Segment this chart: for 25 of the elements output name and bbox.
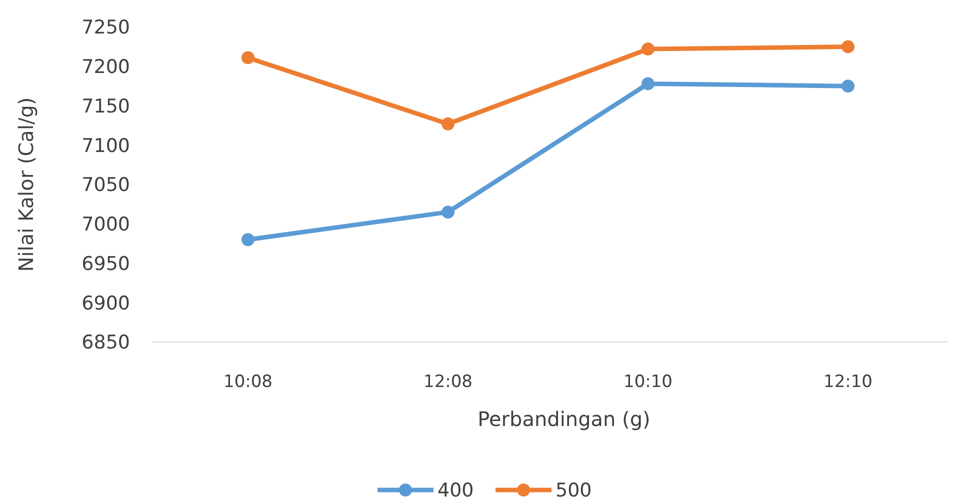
point xyxy=(442,117,454,130)
x-axis-title: Perbandingan (g) xyxy=(478,407,650,431)
x-tick-label: 12:08 xyxy=(424,372,472,392)
y-tick-label: 7050 xyxy=(82,174,130,196)
point xyxy=(842,80,854,93)
x-tick-label: 10:08 xyxy=(224,372,272,392)
y-tick-label: 7250 xyxy=(82,16,130,39)
y-axis-title: Nilai Kalor (Cal/g) xyxy=(14,97,38,272)
point xyxy=(242,51,254,64)
y-tick-label: 7100 xyxy=(82,134,130,157)
y-tick-label: 6850 xyxy=(82,332,130,354)
legend-label: 500 xyxy=(556,480,592,500)
x-tick-label: 10:10 xyxy=(624,372,672,392)
point xyxy=(642,77,654,90)
y-tick-label: 7200 xyxy=(82,56,130,78)
y-tick-label: 7150 xyxy=(82,95,130,118)
y-tick-label: 7000 xyxy=(82,214,130,236)
point xyxy=(842,40,854,54)
point xyxy=(642,42,654,56)
y-tick-label: 6950 xyxy=(82,252,130,275)
point xyxy=(442,206,454,219)
y-tick-label: 6900 xyxy=(82,292,130,314)
x-tick-label: 12:10 xyxy=(824,372,872,392)
point xyxy=(242,233,254,246)
legend-label: 400 xyxy=(438,480,474,500)
